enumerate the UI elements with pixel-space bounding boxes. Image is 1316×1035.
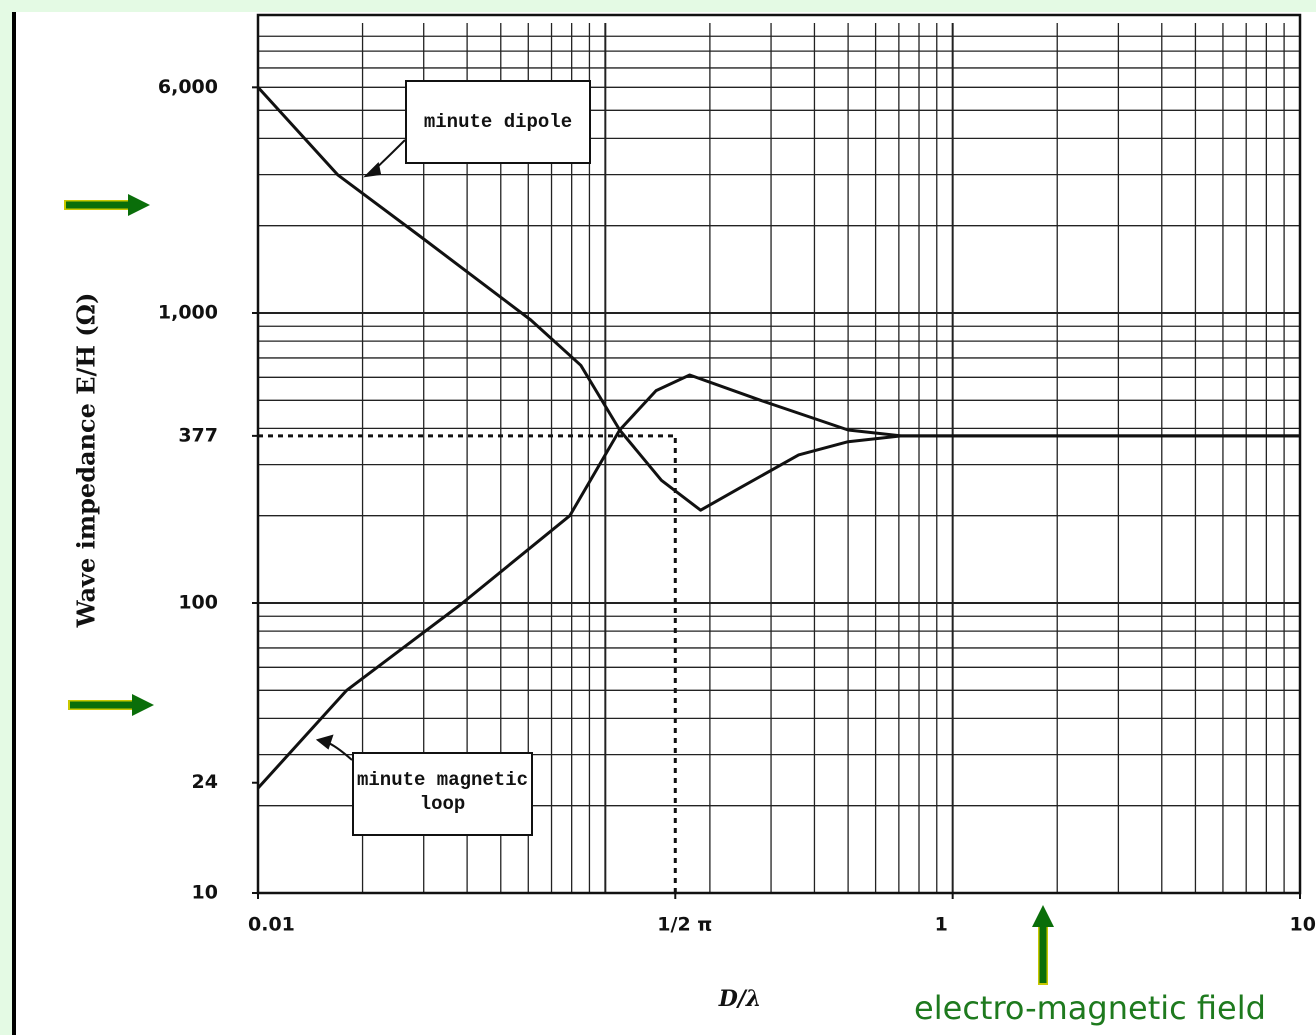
x-axis-label: D/λ: [718, 986, 762, 1012]
marks: [256, 86, 1300, 893]
y-axis-label: Wave impedance E/H (Ω): [72, 293, 101, 629]
x-tick-label: 0.01: [248, 914, 295, 936]
series-line: [256, 373, 1300, 790]
x-tick-label: 10: [1290, 914, 1316, 936]
x-tick-label: 1: [935, 914, 948, 936]
y-tick-label: 1,000: [158, 302, 218, 324]
x-tick-label: 1/2 π: [657, 914, 712, 936]
arrow-head: [1032, 905, 1054, 927]
grid: [252, 13, 1302, 899]
pointer-head: [363, 161, 382, 178]
pointer-head: [315, 734, 334, 750]
y-tick-label: 24: [192, 771, 218, 793]
series-line: [256, 86, 1300, 512]
y-tick-label: 6,000: [158, 76, 218, 98]
annotation: electro-magnetic field: [914, 989, 1266, 1027]
green-arrows: [64, 194, 1054, 985]
arrow-head: [128, 194, 150, 216]
y-tick-label: 10: [192, 882, 218, 904]
y-tick-label: 100: [178, 592, 218, 614]
series-label: minute magnetic loop: [352, 752, 533, 836]
series-label: minute dipole: [405, 80, 591, 164]
pointers: [315, 139, 406, 761]
arrow-head: [132, 694, 154, 716]
y-tick-label: 377: [178, 424, 218, 446]
plot-frame: [256, 13, 1302, 895]
panel: [14, 12, 1316, 1035]
